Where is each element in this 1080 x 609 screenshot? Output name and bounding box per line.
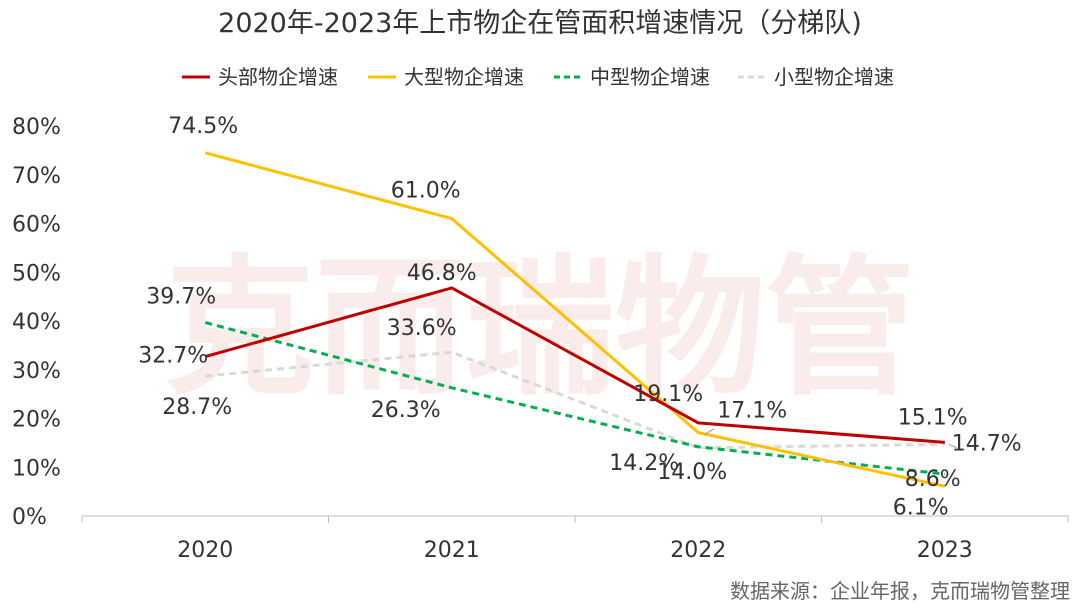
label-leader [948, 443, 957, 449]
x-tick-label: 2020 [177, 538, 233, 563]
x-tick-label: 2022 [670, 538, 726, 563]
y-tick-label: 80% [12, 115, 61, 140]
y-tick-label: 60% [12, 213, 61, 238]
data-label: 6.1% [893, 495, 949, 520]
y-tick-label: 30% [12, 359, 61, 384]
y-tick-label: 50% [12, 261, 61, 286]
source-note: 数据来源：企业年报，克而瑞物管整理 [730, 579, 1070, 603]
data-label: 8.6% [905, 467, 961, 492]
data-label: 61.0% [391, 179, 461, 204]
y-tick-label: 40% [12, 310, 61, 335]
data-label: 15.1% [898, 405, 968, 430]
data-label: 14.2% [609, 451, 679, 476]
plot-area [204, 151, 946, 488]
data-label: 39.7% [146, 284, 216, 309]
legend-label: 大型物企增速 [404, 65, 524, 89]
axes: 2020 2021 2022 2023 0% 10% 20% 30% 40% 50% 60% 70% 8… [12, 115, 1069, 563]
label-leader [703, 428, 715, 436]
data-label: 46.8% [407, 261, 477, 286]
legend-label: 小型物企增速 [774, 65, 894, 89]
watermark: 克而瑞物管 [165, 242, 915, 416]
data-label: 28.7% [162, 395, 232, 420]
series-line [204, 151, 946, 488]
y-tick-label: 0% [12, 505, 47, 530]
data-label: 74.5% [168, 114, 238, 139]
series-line [204, 286, 945, 444]
data-label: 14.7% [952, 431, 1022, 456]
y-tick-label: 70% [12, 164, 61, 189]
data-label: 33.6% [387, 316, 457, 341]
x-tick-label: 2021 [424, 538, 480, 563]
chart-title: 2020年-2023年上市物企在管面积增速情况（分梯队) [218, 8, 862, 39]
y-tick-label: 20% [12, 408, 61, 433]
legend: 头部物企增速 大型物企增速 中型物企增速 小型物企增速 [182, 65, 894, 89]
y-tick-label: 10% [12, 456, 61, 481]
legend-label: 头部物企增速 [218, 65, 338, 89]
x-tick-label: 2023 [917, 538, 973, 563]
data-label: 17.1% [717, 399, 787, 424]
data-label: 14.0% [657, 460, 727, 485]
data-label: 32.7% [138, 344, 208, 369]
data-label: 19.1% [633, 382, 703, 407]
legend-label: 中型物企增速 [590, 65, 710, 89]
series-line [205, 350, 945, 450]
data-label: 26.3% [371, 398, 441, 423]
